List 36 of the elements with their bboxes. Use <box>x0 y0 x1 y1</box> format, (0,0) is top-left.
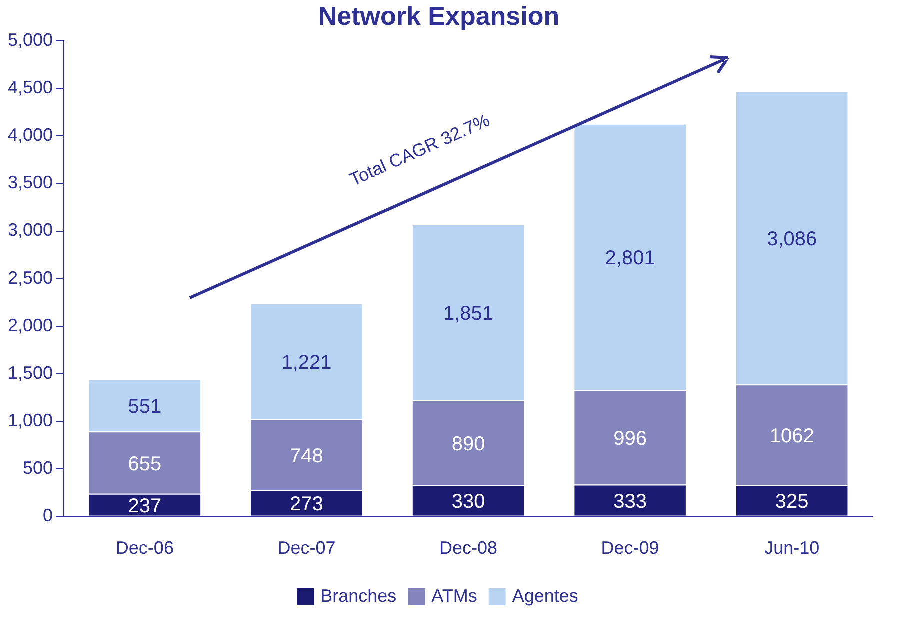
data-label: 333 <box>614 490 647 513</box>
data-label: 330 <box>452 490 486 513</box>
x-tick-label: Dec-09 <box>601 538 660 558</box>
x-tick-label: Dec-07 <box>278 538 336 558</box>
data-label: 237 <box>128 495 162 518</box>
y-tick-label: 2,000 <box>8 315 54 336</box>
data-label: 996 <box>614 428 647 450</box>
y-tick-label: 4,000 <box>8 125 54 146</box>
legend-label: Agentes <box>512 586 578 606</box>
data-label: 655 <box>128 453 162 476</box>
data-label: 1,221 <box>282 352 332 374</box>
x-tick-label: Dec-06 <box>116 538 174 558</box>
y-tick-label: 5,000 <box>8 30 54 50</box>
data-label: 3,086 <box>767 228 818 250</box>
data-label: 2,801 <box>605 248 656 270</box>
y-tick-label: 4,500 <box>8 78 54 98</box>
chart-title: Network Expansion <box>318 0 560 31</box>
x-tick-label: Dec-08 <box>440 538 498 558</box>
data-label: 1,851 <box>443 303 494 326</box>
annotation: Total CAGR 32.7% <box>346 109 494 192</box>
data-label: 273 <box>290 494 324 516</box>
data-label: 1062 <box>770 426 814 448</box>
y-tick-label: 2,500 <box>8 268 54 288</box>
y-tick-label: 1,500 <box>8 362 54 383</box>
legend-label: Branches <box>320 586 397 606</box>
x-tick-label: Jun-10 <box>764 538 820 558</box>
data-label: 325 <box>775 491 809 514</box>
y-tick-label: 500 <box>22 458 54 478</box>
y-tick-label: 0 <box>43 505 54 526</box>
legend-label: ATMs <box>432 586 478 606</box>
y-tick-label: 3,000 <box>8 220 54 240</box>
y-tick-label: 1,000 <box>8 410 54 430</box>
y-tick-label: 3,500 <box>8 172 54 193</box>
data-label: 890 <box>452 433 486 456</box>
data-label: 748 <box>290 445 324 468</box>
data-label: 551 <box>128 396 162 418</box>
